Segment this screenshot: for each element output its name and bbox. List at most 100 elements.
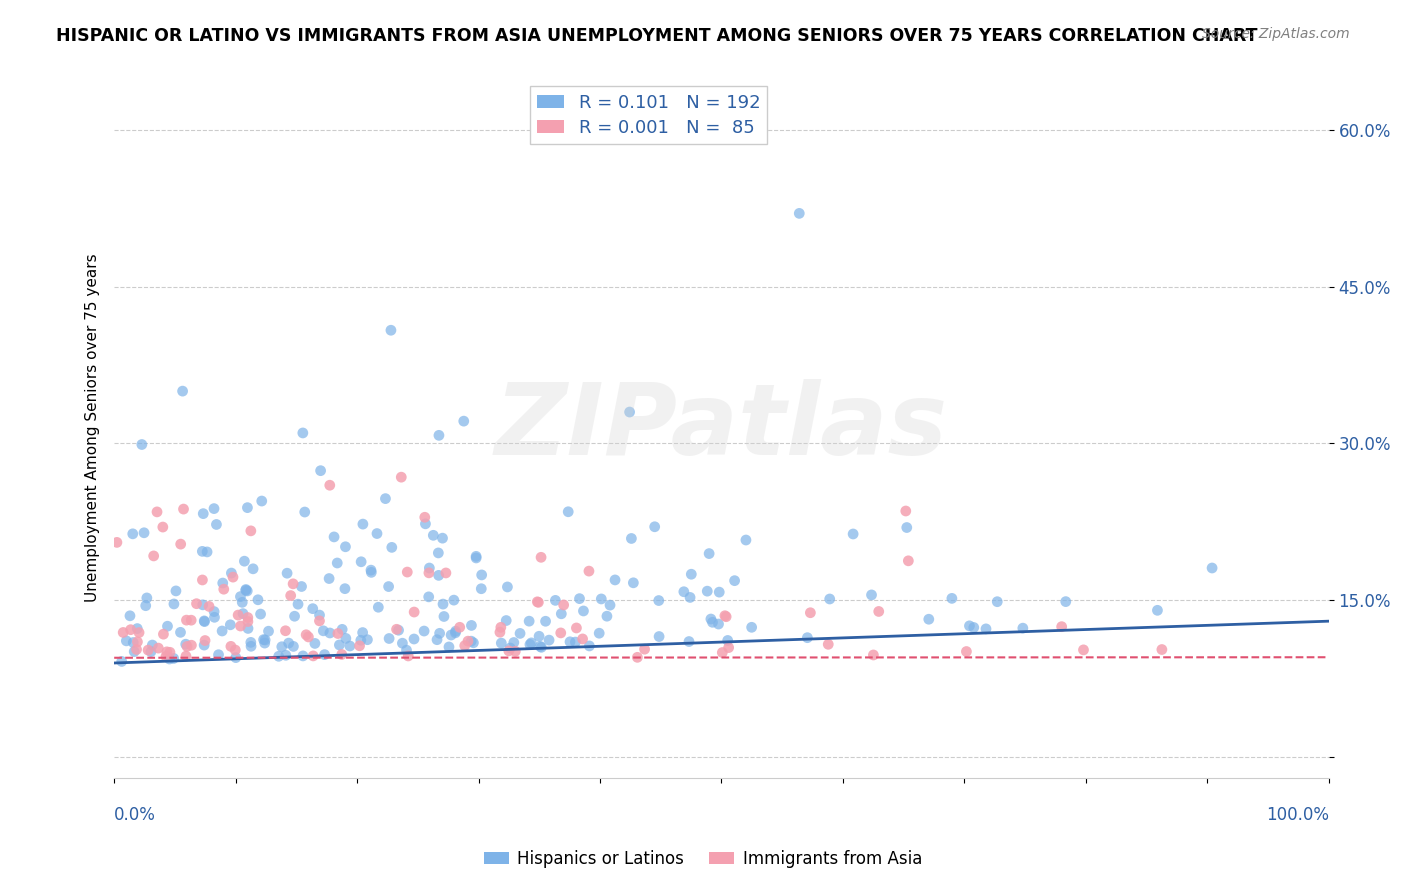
Point bbox=[180, 613, 202, 627]
Point bbox=[135, 599, 157, 613]
Point bbox=[115, 633, 138, 648]
Point bbox=[550, 626, 572, 640]
Point bbox=[191, 598, 214, 612]
Point bbox=[717, 633, 740, 648]
Point bbox=[463, 636, 485, 650]
Point bbox=[974, 622, 997, 636]
Point bbox=[385, 622, 408, 636]
Point bbox=[323, 530, 346, 544]
Point bbox=[195, 545, 218, 559]
Point bbox=[198, 599, 221, 614]
Point bbox=[335, 540, 357, 554]
Point bbox=[818, 592, 841, 607]
Point bbox=[127, 622, 149, 636]
Point bbox=[427, 428, 450, 442]
Point bbox=[422, 528, 444, 542]
Point bbox=[207, 648, 229, 662]
Point bbox=[180, 638, 202, 652]
Point bbox=[257, 624, 280, 639]
Point bbox=[862, 648, 884, 662]
Point bbox=[319, 626, 342, 640]
Point bbox=[453, 414, 475, 428]
Point bbox=[253, 636, 276, 650]
Point bbox=[391, 636, 413, 650]
Point bbox=[314, 648, 336, 662]
Point bbox=[132, 525, 155, 540]
Point bbox=[426, 632, 449, 647]
Point bbox=[1201, 561, 1223, 575]
Point bbox=[352, 517, 374, 532]
Point bbox=[225, 650, 247, 665]
Point bbox=[236, 584, 259, 599]
Point bbox=[437, 640, 460, 654]
Point bbox=[558, 635, 581, 649]
Point bbox=[176, 640, 198, 654]
Point bbox=[122, 644, 145, 658]
Point bbox=[169, 625, 191, 640]
Point bbox=[173, 502, 195, 516]
Point bbox=[700, 612, 723, 626]
Point bbox=[239, 524, 262, 538]
Point bbox=[381, 541, 404, 555]
Point bbox=[250, 494, 273, 508]
Point bbox=[418, 561, 440, 575]
Point bbox=[465, 551, 488, 566]
Point bbox=[125, 642, 148, 657]
Point bbox=[429, 626, 451, 640]
Point bbox=[509, 626, 531, 640]
Point bbox=[233, 554, 256, 568]
Point bbox=[681, 567, 703, 582]
Point bbox=[491, 636, 513, 650]
Point bbox=[235, 583, 257, 598]
Point bbox=[454, 639, 477, 653]
Point bbox=[367, 600, 389, 615]
Point bbox=[339, 639, 361, 653]
Point bbox=[418, 590, 440, 604]
Point bbox=[118, 608, 141, 623]
Point bbox=[918, 612, 941, 626]
Point bbox=[672, 584, 695, 599]
Point bbox=[326, 556, 349, 570]
Point bbox=[141, 638, 163, 652]
Point bbox=[304, 636, 326, 650]
Point bbox=[232, 607, 254, 621]
Point bbox=[146, 505, 169, 519]
Point bbox=[714, 608, 737, 623]
Legend: Hispanics or Latinos, Immigrants from Asia: Hispanics or Latinos, Immigrants from As… bbox=[478, 844, 928, 875]
Point bbox=[236, 610, 259, 624]
Point bbox=[489, 625, 512, 640]
Point bbox=[291, 648, 314, 663]
Point bbox=[236, 500, 259, 515]
Point bbox=[156, 645, 179, 659]
Point bbox=[644, 520, 666, 534]
Point bbox=[591, 591, 613, 606]
Point bbox=[530, 550, 553, 565]
Point bbox=[136, 643, 159, 657]
Point bbox=[526, 595, 548, 609]
Point bbox=[165, 583, 187, 598]
Point bbox=[432, 531, 454, 545]
Point bbox=[377, 580, 399, 594]
Point bbox=[280, 589, 302, 603]
Text: HISPANIC OR LATINO VS IMMIGRANTS FROM ASIA UNEMPLOYMENT AMONG SENIORS OVER 75 YE: HISPANIC OR LATINO VS IMMIGRANTS FROM AS… bbox=[56, 27, 1258, 45]
Point bbox=[678, 634, 700, 648]
Point bbox=[489, 620, 512, 634]
Point bbox=[440, 628, 463, 642]
Point bbox=[529, 640, 551, 654]
Point bbox=[350, 633, 373, 648]
Point bbox=[959, 619, 981, 633]
Point bbox=[741, 620, 763, 634]
Point bbox=[302, 648, 325, 663]
Point bbox=[449, 620, 471, 634]
Point bbox=[211, 576, 233, 591]
Point bbox=[163, 651, 186, 665]
Point bbox=[193, 614, 215, 628]
Point bbox=[131, 437, 153, 451]
Point bbox=[498, 644, 520, 658]
Point bbox=[221, 566, 243, 580]
Point bbox=[599, 598, 621, 612]
Point bbox=[333, 582, 356, 596]
Point bbox=[191, 544, 214, 558]
Point bbox=[723, 574, 745, 588]
Point bbox=[799, 606, 821, 620]
